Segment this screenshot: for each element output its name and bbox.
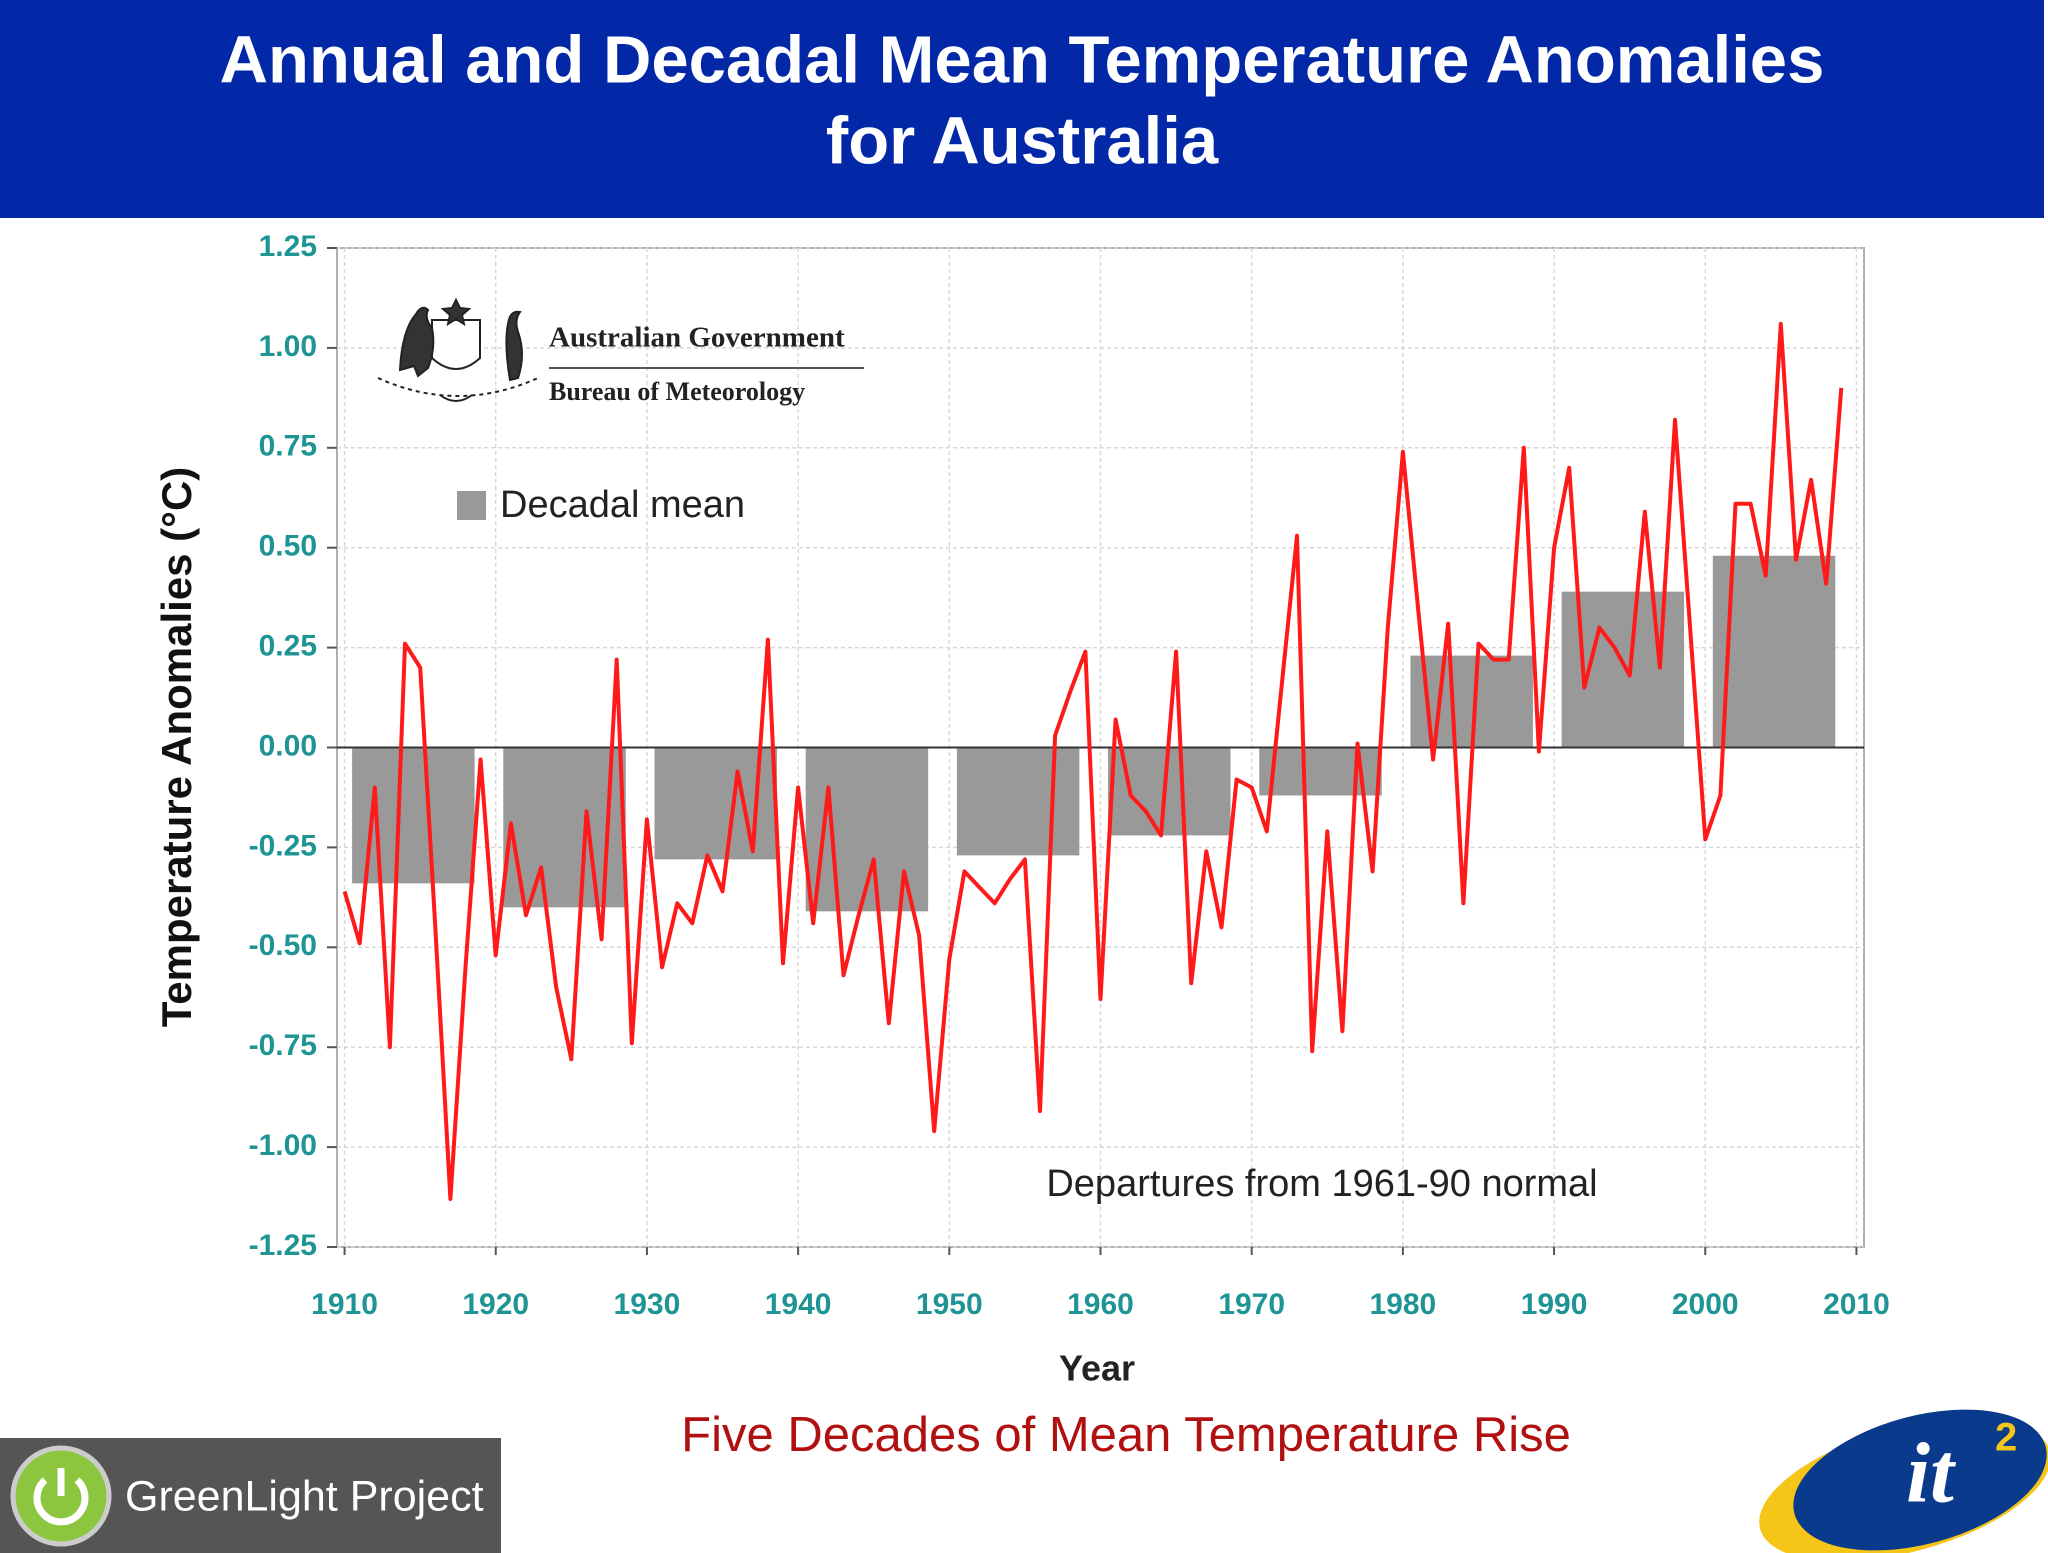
y-axis-title: Temperature Anomalies (°C) [153,467,200,1028]
footer-text: GreenLight Project [125,1472,484,1520]
power-symbol [33,1477,89,1526]
y-tick-label: 0.50 [259,530,317,563]
caption: Five Decades of Mean Temperature Rise [681,1408,1571,1462]
annual-line [342,321,1844,1201]
x-tick-label: 1950 [916,1288,983,1321]
logo-line1: Australian Government [549,322,845,354]
decadal-bar [1108,747,1231,836]
decadal-bar [956,747,1080,856]
logo-text: it [1906,1425,1957,1521]
header-bar [0,0,2044,218]
y-tick-label: -0.50 [249,929,317,962]
y-tick-label: -1.00 [249,1129,317,1162]
y-tick-label: 0.00 [259,729,317,762]
logo-line2: Bureau of Meteorology [549,377,805,406]
x-tick-label: 1970 [1218,1288,1285,1321]
annotation: Departures from 1961-90 normal [1046,1163,1597,1205]
x-tick-label: 1930 [614,1288,681,1321]
legend-swatch [457,491,486,520]
y-tick-label: 1.25 [259,230,317,263]
y-tick-label: -0.25 [249,829,317,862]
logo-sup: 2 [1995,1416,2017,1460]
x-tick-label: 1940 [765,1288,832,1321]
x-tick-label: 1920 [462,1288,529,1321]
legend-label: Decadal mean [500,484,745,526]
x-tick-label: 1990 [1521,1288,1588,1321]
y-tick-label: 1.00 [259,330,317,363]
x-axis-title: Year [1059,1348,1135,1389]
logo-ellipse [1793,1409,2047,1551]
y-tick-label: -0.75 [249,1029,317,1062]
coat-of-arms [377,297,539,402]
x-tick-label: 1910 [311,1288,378,1321]
x-tick-label: 1960 [1067,1288,1134,1321]
y-tick-label: 0.75 [259,430,317,463]
y-tick-label: 0.25 [259,630,317,663]
y-tick-label: -1.25 [249,1229,317,1262]
title: Annual and Decadal Mean Temperature Anom… [220,23,1825,98]
x-tick-label: 2000 [1672,1288,1739,1321]
plot-area: -1.25 -1.00 -0.75 -0.50 -0.25 0.00 0.25 0.50 0.7… [249,230,1890,1321]
x-tick-label: 2010 [1823,1288,1890,1321]
x-tick-label: 1980 [1370,1288,1437,1321]
title-line2: for Australia [826,104,1219,179]
decadal-bar [1712,555,1836,748]
